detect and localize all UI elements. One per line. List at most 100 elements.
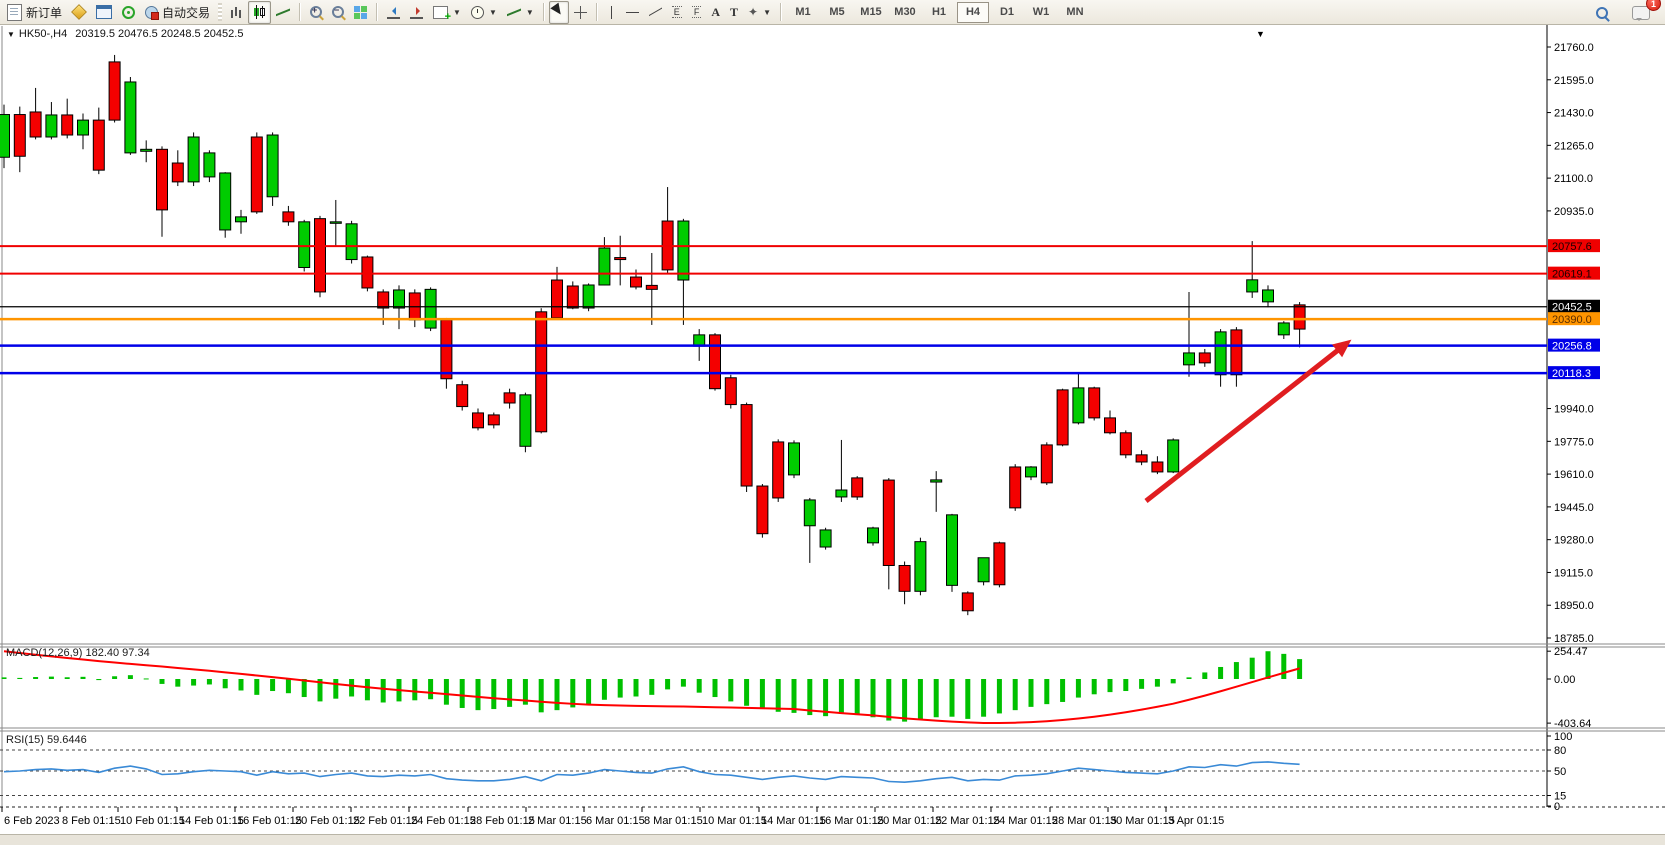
macd-histogram-bar <box>1249 657 1255 679</box>
arrows-tool-button[interactable]: ✦ ▼ <box>743 1 776 24</box>
price-axis: 21760.0 21595.0 21430.0 21265.0 21100.0 20935… <box>1547 42 1600 645</box>
rsi-axis-label: 0 <box>1554 801 1560 813</box>
timeframe-mn-button[interactable]: MN <box>1059 2 1091 23</box>
time-tick-label: 6 Mar 01:15 <box>586 815 645 827</box>
notifications-button[interactable]: 1 <box>1627 0 1661 24</box>
timeframe-h1-button[interactable]: H1 <box>923 2 955 23</box>
macd-histogram-bar <box>586 679 592 705</box>
trendline-tool-button[interactable] <box>644 1 667 24</box>
zoom-out-button[interactable]: − <box>327 1 349 24</box>
price-tick-label: 20935.0 <box>1554 206 1594 218</box>
vertical-line-tool-button[interactable] <box>602 1 621 24</box>
time-tick-label: 28 Mar 01:15 <box>1052 815 1117 827</box>
tile-windows-button[interactable] <box>349 1 372 24</box>
price-chart: ▼ 21760.0 21595.0 21430.0 21265.0 21100.0 2093… <box>0 25 1665 827</box>
crosshair-tool-button[interactable] <box>569 1 592 24</box>
time-tick-label: 8 Feb 01:15 <box>62 815 121 827</box>
timeframe-m5-button[interactable]: M5 <box>821 2 853 23</box>
fibonacci-tool-button[interactable]: F <box>687 1 707 24</box>
text-label-tool-button[interactable]: T <box>725 1 743 24</box>
timeframe-m1-button[interactable]: M1 <box>787 2 819 23</box>
macd-histogram-bar <box>680 679 686 687</box>
macd-histogram-bar <box>112 676 118 679</box>
chart-title: ▼ HK50-,H4 20319.5 20476.5 20248.5 20452.5 <box>7 28 243 40</box>
macd-histogram-bar <box>48 676 54 679</box>
macd-histogram-bar <box>349 679 355 697</box>
price-tick-label: 21595.0 <box>1554 75 1594 87</box>
periods-button[interactable]: ▼ <box>466 1 502 24</box>
bear-candle <box>724 377 737 406</box>
timeframe-label: M15 <box>860 6 882 18</box>
price-line-badge <box>1548 299 1600 313</box>
macd-histogram-bar <box>554 679 560 711</box>
rsi-axis-label: 100 <box>1554 731 1572 743</box>
timeframe-w1-button[interactable]: W1 <box>1025 2 1057 23</box>
macd-histogram-bar <box>522 679 528 705</box>
chart-shift-button[interactable] <box>405 1 428 24</box>
search-button[interactable] <box>1591 1 1613 24</box>
time-tick-label: 20 Mar 01:15 <box>877 815 942 827</box>
macd-histogram-bar <box>1170 679 1176 684</box>
price-tick-label: 19775.0 <box>1554 436 1594 448</box>
macd-axis-label: -403.64 <box>1554 718 1591 730</box>
bar-chart-button[interactable] <box>225 1 248 24</box>
new-chart-button[interactable]: ▼ <box>428 1 466 24</box>
bull-candle <box>235 216 247 223</box>
bull-candle <box>977 557 990 583</box>
timeframe-label: M1 <box>795 6 811 18</box>
bull-candle <box>788 442 800 476</box>
channel-tool-button[interactable]: E <box>667 1 687 24</box>
market-watch-button[interactable] <box>91 1 117 24</box>
profile-button[interactable] <box>67 1 91 24</box>
macd-histogram-bar <box>1265 651 1271 679</box>
text-tool-button[interactable]: A <box>706 1 725 24</box>
signals-button[interactable] <box>117 1 140 24</box>
macd-histogram-bar <box>1091 679 1097 695</box>
time-tick-label: 3 Apr 01:15 <box>1168 815 1224 827</box>
macd-histogram-bar <box>601 679 607 700</box>
time-tick-label: 14 Mar 01:15 <box>761 815 826 827</box>
macd-histogram-bar <box>238 679 244 691</box>
macd-histogram-bar <box>459 679 465 708</box>
templates-button[interactable]: ▼ <box>502 1 539 24</box>
auto-trading-button[interactable]: 自动交易 <box>140 1 215 24</box>
collapse-triangle-icon[interactable]: ▼ <box>7 30 15 39</box>
macd-histogram-bar <box>1075 679 1081 698</box>
timeframe-m30-button[interactable]: M30 <box>889 2 921 23</box>
bull-candle <box>298 221 311 269</box>
timeframe-m15-button[interactable]: M15 <box>855 2 887 23</box>
macd-histogram-bar <box>1186 677 1192 679</box>
new-order-button[interactable]: 新订单 <box>2 1 67 24</box>
line-chart-button[interactable] <box>271 1 295 24</box>
bear-candle <box>961 592 974 612</box>
cursor-tool-button[interactable] <box>548 0 569 24</box>
timeframe-h4-button[interactable]: H4 <box>956 1 989 23</box>
main-toolbar: 新订单 自动交易 + − ▼ ▼ ▼ E F A T ✦▼ M1 M5 M15 M30… <box>0 0 1665 25</box>
price-tick-label: 19940.0 <box>1554 404 1594 416</box>
timeframe-label: D1 <box>999 6 1015 18</box>
macd-histogram-bar <box>270 679 276 692</box>
macd-histogram-bar <box>1154 679 1160 687</box>
bull-candle <box>424 288 437 329</box>
text-tool-icon: A <box>711 4 720 19</box>
auto-scroll-button[interactable] <box>382 1 405 24</box>
bear-candle <box>645 284 658 290</box>
macd-histogram-bar <box>443 679 449 705</box>
macd-panel: 254.47 0.00 -403.64 <box>1 646 1591 730</box>
candlestick-icon <box>253 5 267 19</box>
macd-histogram-bar <box>1107 679 1113 693</box>
price-line-badge <box>1548 312 1600 326</box>
zoom-in-button[interactable]: + <box>305 1 327 24</box>
horizontal-line-tool-button[interactable] <box>621 1 644 24</box>
macd-histogram-bar <box>64 677 70 679</box>
timeframe-d1-button[interactable]: D1 <box>991 2 1023 23</box>
bear-candle <box>108 61 121 121</box>
trend-arrow[interactable] <box>1144 339 1352 503</box>
macd-histogram-bar <box>491 679 497 710</box>
timeframe-label: MN <box>1066 6 1084 18</box>
macd-histogram-bar <box>854 679 860 716</box>
bull-candle <box>1072 387 1085 424</box>
arrowhead-icon <box>1332 339 1352 358</box>
toolbar-separator <box>542 3 545 21</box>
candlestick-chart-button[interactable] <box>248 0 272 24</box>
